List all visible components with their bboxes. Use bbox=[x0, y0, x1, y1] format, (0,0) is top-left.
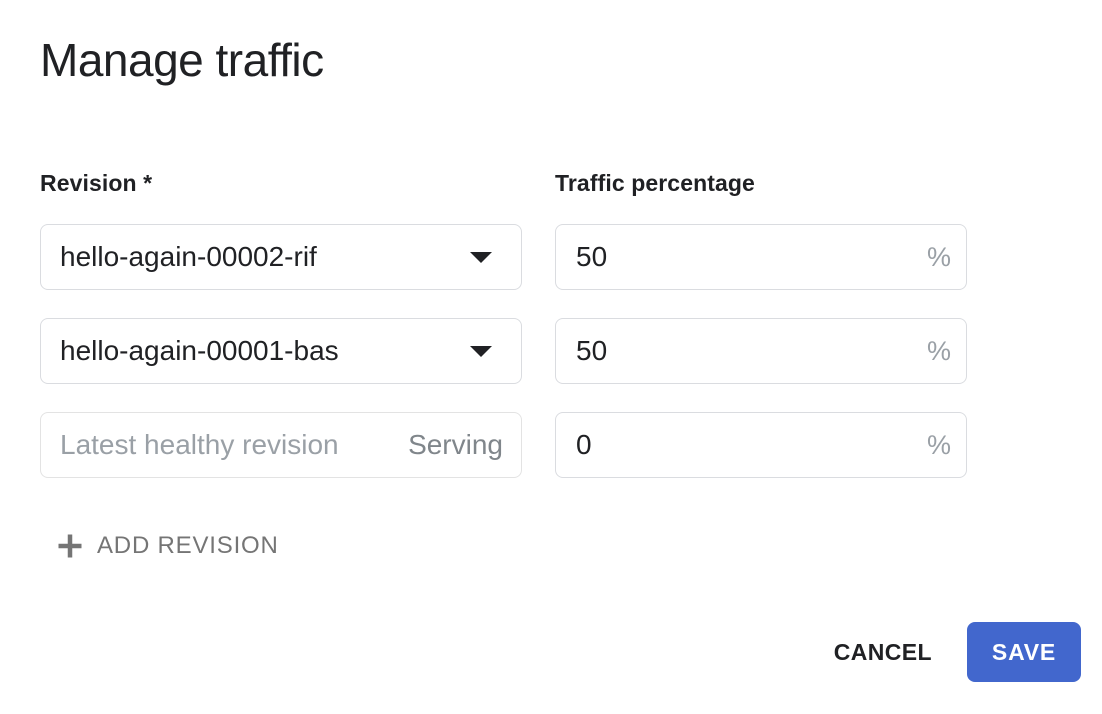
revision-select-2[interactable]: hello-again-00001-bas bbox=[40, 318, 522, 384]
latest-healthy-revision-placeholder: Latest healthy revision bbox=[60, 429, 339, 460]
revision-column-label: Revision * bbox=[40, 170, 153, 196]
percent-suffix-1: % bbox=[926, 241, 951, 272]
traffic-percent-field-3[interactable]: % bbox=[555, 412, 967, 478]
traffic-percent-input-2[interactable] bbox=[576, 335, 927, 367]
traffic-percent-input-3[interactable] bbox=[576, 429, 927, 461]
page-title: Manage traffic bbox=[40, 34, 324, 86]
add-revision-label: ADD REVISION bbox=[97, 532, 279, 559]
cancel-button[interactable]: CANCEL bbox=[833, 638, 932, 665]
traffic-percent-input-1[interactable] bbox=[576, 241, 927, 273]
percent-suffix-3: % bbox=[926, 429, 951, 460]
percent-suffix-2: % bbox=[926, 335, 951, 366]
traffic-column-label: Traffic percentage bbox=[555, 170, 755, 196]
dialog-actions: CANCEL SAVE bbox=[834, 622, 1081, 682]
traffic-percent-field-1[interactable]: % bbox=[555, 224, 967, 290]
traffic-percent-field-2[interactable]: % bbox=[555, 318, 967, 384]
revision-select-1-value: hello-again-00002-rif bbox=[60, 241, 317, 272]
revision-select-2-value: hello-again-00001-bas bbox=[60, 335, 339, 366]
plus-icon bbox=[56, 532, 84, 560]
chevron-down-icon bbox=[470, 251, 492, 263]
serving-status-label: Serving bbox=[408, 429, 503, 460]
save-button[interactable]: SAVE bbox=[967, 622, 1081, 682]
add-revision-button[interactable]: ADD REVISION bbox=[56, 532, 279, 560]
revision-select-1[interactable]: hello-again-00002-rif bbox=[40, 224, 522, 290]
latest-healthy-revision-field: Latest healthy revision Serving bbox=[40, 412, 522, 478]
chevron-down-icon bbox=[470, 345, 492, 357]
